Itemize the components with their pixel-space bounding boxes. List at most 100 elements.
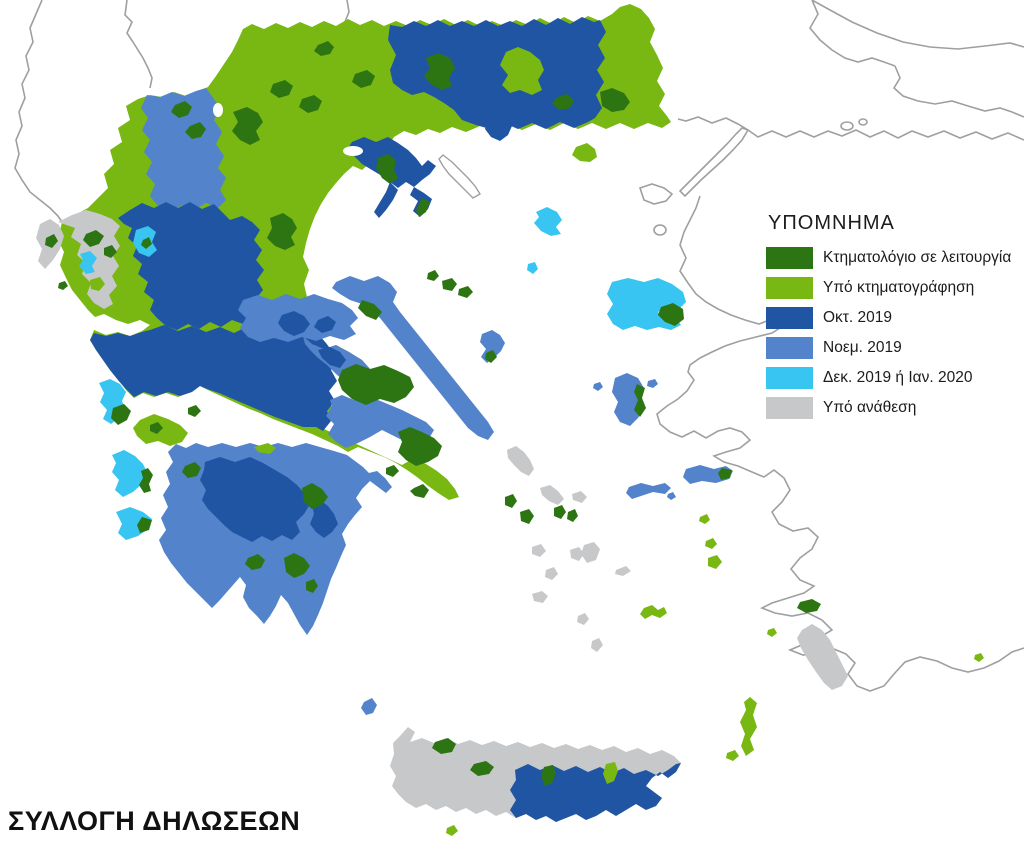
island-skopelos	[442, 278, 457, 291]
legend-swatch-assigned	[766, 397, 813, 419]
map-patch	[267, 213, 297, 250]
legend-item-operating: Κτηματολόγιο σε λειτουργία	[766, 247, 1011, 269]
albania-coast-line	[14, 0, 63, 223]
island-ios	[577, 613, 589, 625]
island-sifnos	[545, 567, 558, 580]
lake-volvi	[343, 146, 363, 156]
map-patch	[485, 350, 497, 363]
map-patch	[424, 53, 455, 90]
legend-swatch-dec2019	[766, 367, 813, 389]
island-paros	[570, 547, 584, 561]
legend-swatch-surveying	[766, 277, 813, 299]
region-viotia-green	[338, 364, 414, 405]
map-patch	[306, 579, 318, 593]
island-ikaria	[626, 483, 671, 499]
marmara-island2-outline	[858, 118, 868, 126]
map-patch	[416, 198, 430, 217]
island-naxos	[581, 542, 600, 563]
page-title: ΣΥΛΛΟΓΗ ΔΗΛΩΣΕΩΝ	[8, 806, 301, 836]
island-karpathos	[740, 697, 757, 756]
map-patch	[314, 41, 334, 56]
gallipoli-peninsula	[678, 127, 750, 198]
legend-label: Κτηματολόγιο σε λειτουργία	[823, 249, 1012, 266]
map-patch	[470, 761, 494, 776]
island-gavdos	[446, 825, 458, 836]
map-patch	[182, 462, 201, 478]
tenedos-island-outline	[653, 224, 667, 236]
legend-swatch-oct2019	[766, 307, 813, 329]
turkey-west-coast-line	[677, 116, 1024, 141]
island-alonnisos	[458, 286, 473, 298]
map-patch	[600, 88, 630, 112]
map-patch	[141, 237, 152, 249]
map-patch	[541, 765, 556, 786]
map-patch	[318, 347, 346, 368]
island-serifos	[532, 544, 546, 557]
island-amorgos	[615, 566, 631, 576]
athos-finger-outline	[438, 154, 481, 199]
legend-item-assigned: Υπό ανάθεση	[766, 397, 1011, 419]
island-aegina	[410, 484, 429, 498]
island-ithaki	[139, 468, 153, 493]
map-patch	[552, 94, 574, 110]
map-patch	[376, 154, 398, 184]
neighbor-borders	[14, 0, 1024, 692]
region-nw-macedonia	[141, 88, 226, 211]
black-sea-coast-line	[811, 0, 1024, 50]
island-nisyros	[767, 628, 777, 637]
island-kalymnos	[708, 555, 722, 569]
island-paxoi	[58, 281, 68, 290]
island-psara	[593, 382, 603, 391]
map-patch	[567, 509, 578, 522]
map-patch	[299, 95, 322, 113]
legend-item-surveying: Υπό κτηματογράφηση	[766, 277, 1011, 299]
island-kastellorizo	[974, 653, 984, 662]
nmk-bulgaria-border-line	[343, 0, 350, 25]
map-patch	[150, 422, 163, 434]
island-kefalonia	[112, 450, 148, 497]
legend-swatch-nov2019	[766, 337, 813, 359]
legend: ΥΠΟΜΝΗΜΑ Κτηματολόγιο σε λειτουργία Υπό …	[766, 212, 1011, 427]
island-mykonos	[572, 491, 587, 503]
map-patch	[718, 468, 732, 480]
greece-mainland	[58, 4, 671, 500]
region-ne-band	[388, 17, 606, 129]
map-patch	[603, 762, 618, 784]
island-rhodes	[797, 624, 848, 690]
map-patch	[45, 234, 58, 248]
island-samothraki	[572, 143, 597, 162]
island-samos	[683, 465, 733, 484]
legend-item-dec2019: Δεκ. 2019 ή Ιαν. 2020	[766, 367, 1011, 389]
region-athens-green	[398, 427, 442, 466]
island-santorini	[591, 638, 603, 652]
map-patch	[352, 70, 375, 88]
island-kasos	[726, 750, 739, 761]
island-fourni	[667, 492, 676, 500]
map-patch	[137, 517, 152, 533]
albania-east-border-line	[124, 0, 153, 89]
imbros-island-outline	[638, 183, 674, 205]
legend-title: ΥΠΟΜΝΗΜΑ	[768, 212, 895, 234]
island-patmos	[699, 514, 710, 524]
island-kea	[505, 494, 517, 508]
map-patch	[432, 738, 456, 754]
map-patch	[111, 404, 131, 425]
map-patch	[270, 80, 293, 98]
islands	[36, 112, 984, 836]
kassandra-finger	[374, 182, 398, 218]
map-patch	[278, 311, 310, 336]
map-patch	[500, 47, 544, 95]
island-chios	[612, 373, 644, 426]
legend-item-oct2019: Οκτ. 2019	[766, 307, 1011, 329]
map-patch	[232, 107, 263, 145]
map-patch	[171, 101, 192, 118]
map-patch	[302, 483, 328, 509]
map-patch	[358, 300, 382, 320]
island-milos	[532, 591, 548, 603]
island-thasos	[485, 112, 512, 141]
map-patch	[284, 553, 310, 578]
island-oinousses	[647, 379, 658, 388]
map-patch	[634, 384, 646, 417]
